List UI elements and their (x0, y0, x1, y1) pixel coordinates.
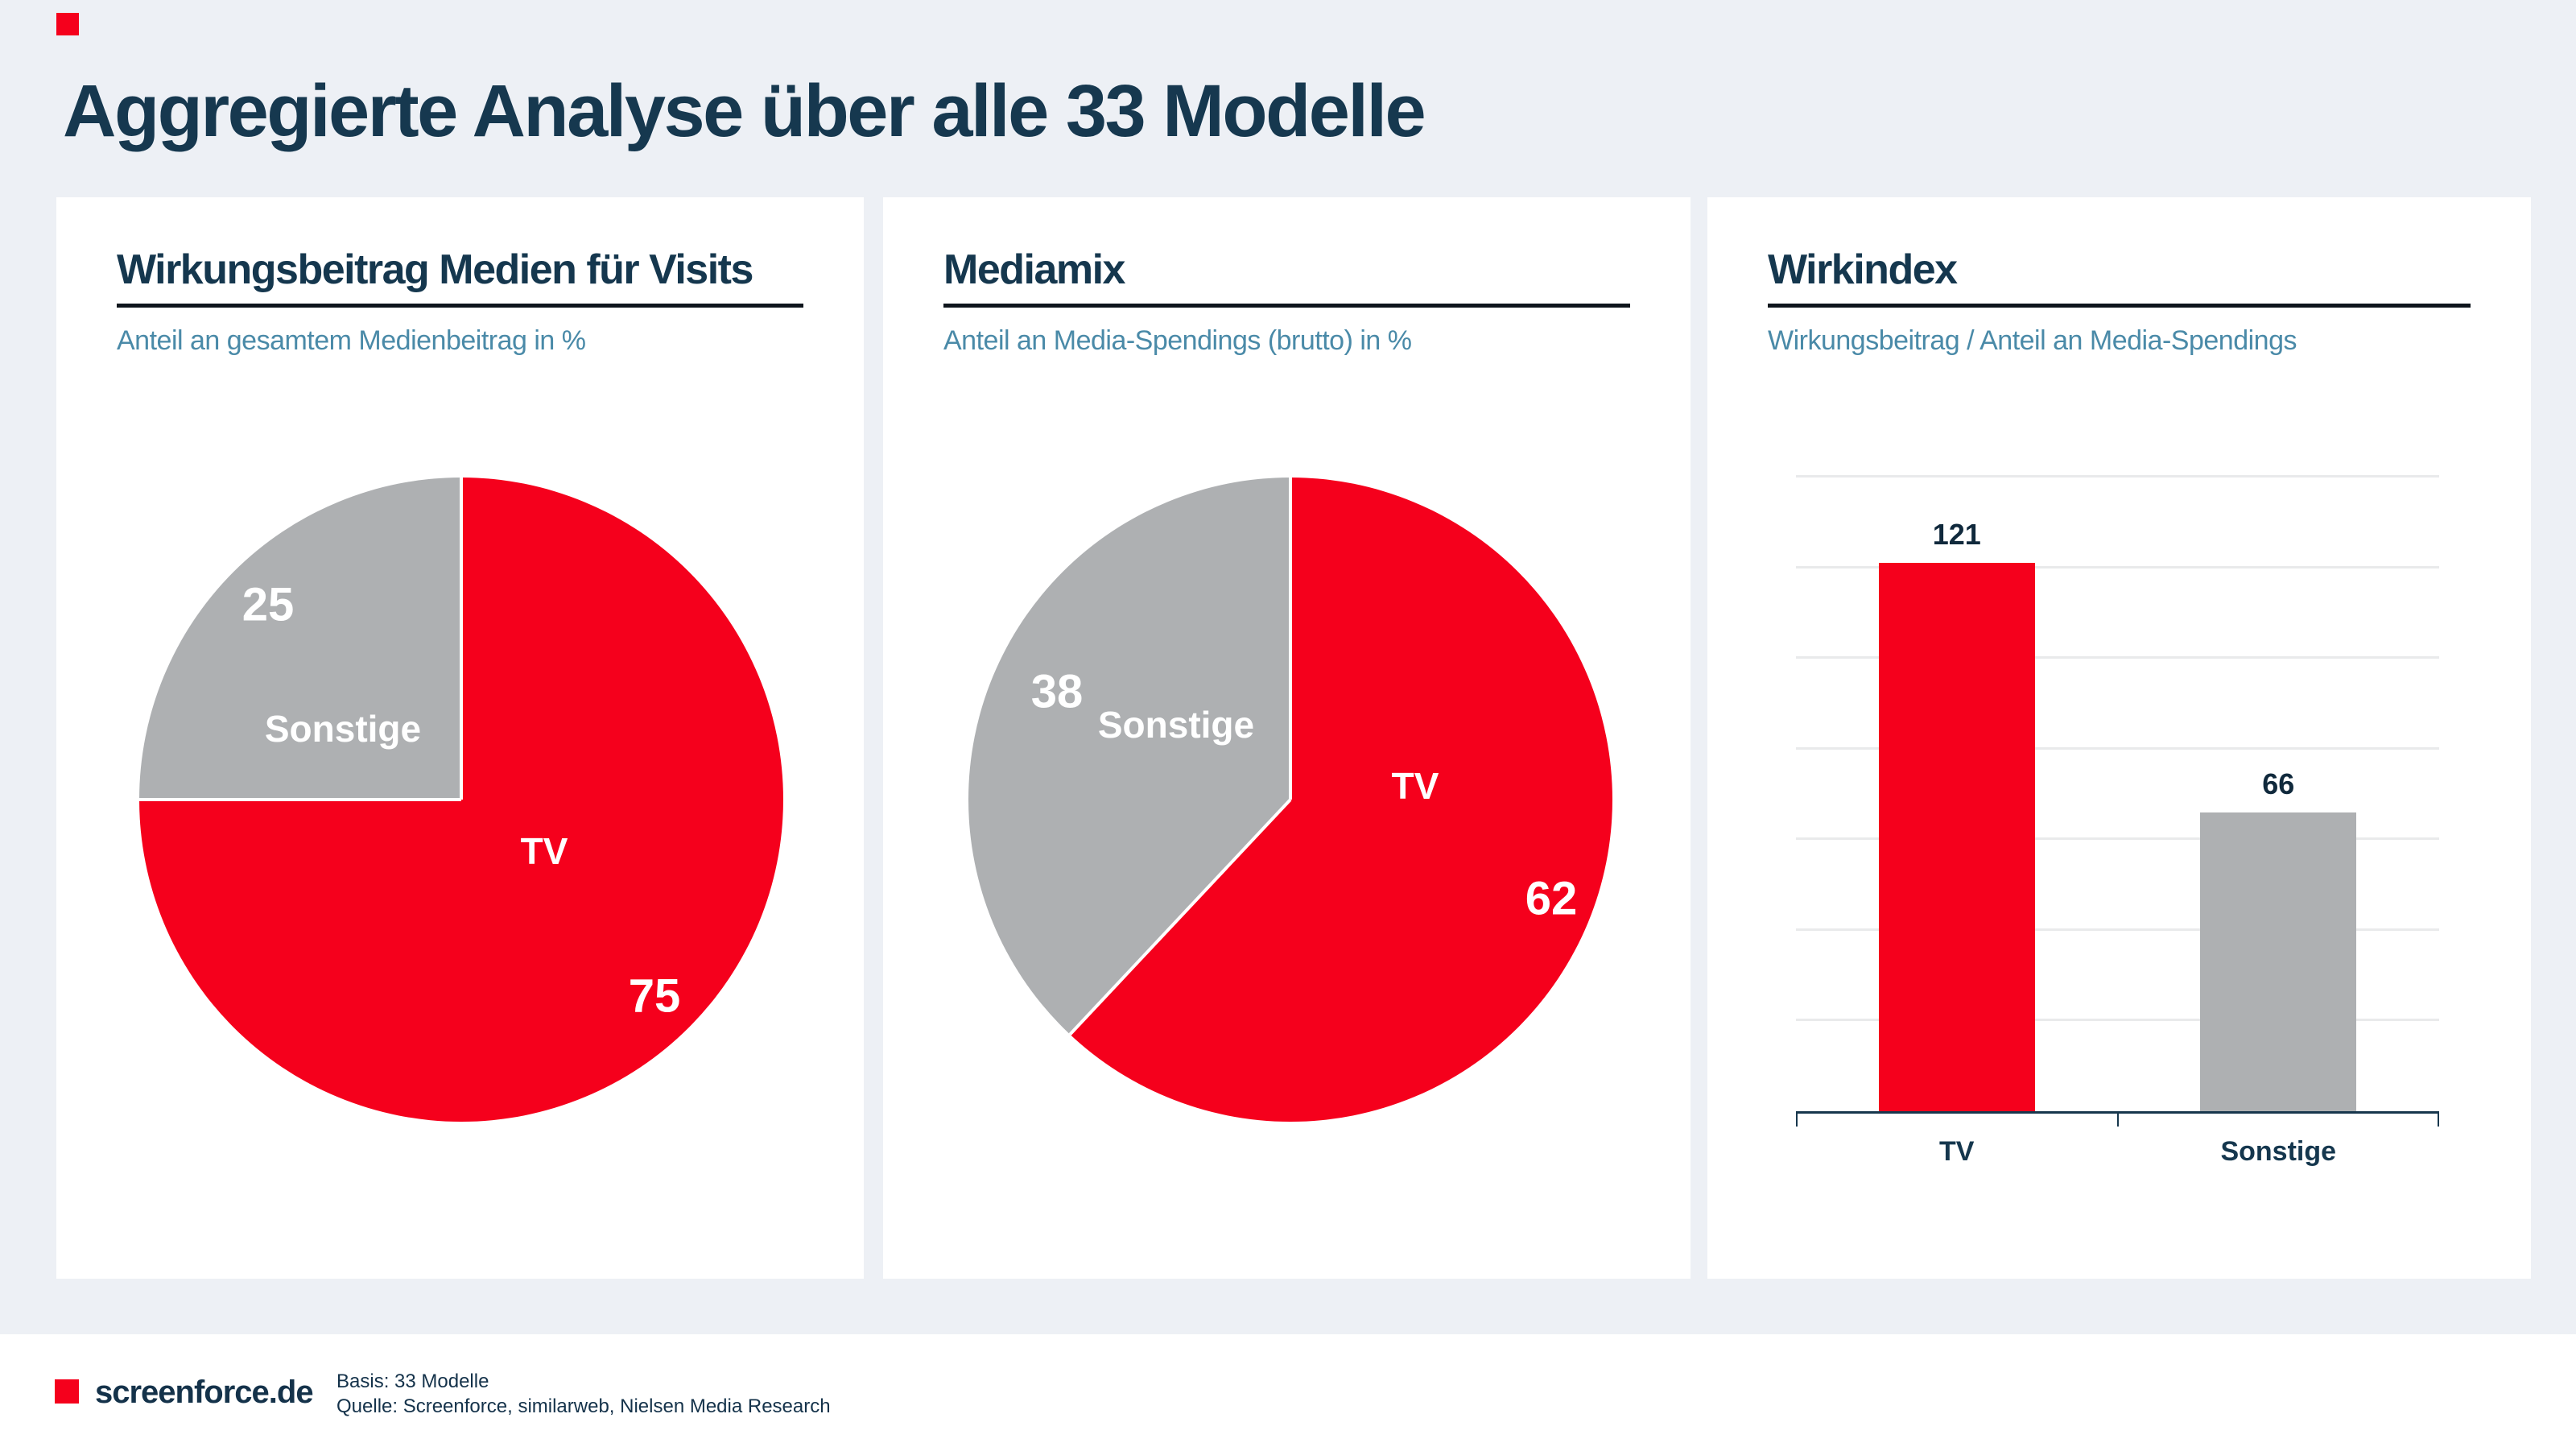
panel-mediamix: Mediamix Anteil an Media-Spendings (brut… (883, 197, 1690, 1279)
screenforce-logo-icon (55, 1379, 79, 1404)
gridline (1796, 475, 2439, 478)
slice-divider-end (1068, 798, 1292, 1036)
panel-wirkindex: Wirkindex Wirkungsbeitrag / Anteil an Me… (1707, 197, 2531, 1279)
gridline (1796, 747, 2439, 750)
slice-label-tv: TV (520, 830, 568, 872)
footer-brand: screenforce.de (95, 1375, 314, 1410)
slice-value-tv: 62 (1525, 872, 1578, 925)
heading-underline (943, 304, 1630, 308)
panel-subtitle: Anteil an gesamtem Medienbeitrag in % (117, 325, 586, 356)
slice-divider-end (139, 798, 461, 801)
bar-cell-sonstige: 66 (2118, 479, 2440, 1111)
panel-heading: Wirkindex (1768, 246, 1958, 293)
footer-quelle: Quelle: Screenforce, similarweb, Nielsen… (336, 1395, 831, 1417)
panel-heading: Mediamix (943, 246, 1125, 293)
slice-value-sonstige: 25 (242, 578, 295, 631)
slice-value-sonstige: 38 (1030, 665, 1084, 718)
bar-tv (1878, 563, 2035, 1111)
footer: screenforce.de Basis: 33 Modelle Quelle:… (0, 1334, 2576, 1447)
pie-chart-wirkungsbeitrag: 25 Sonstige TV 75 (139, 478, 783, 1122)
panel-heading: Wirkungsbeitrag Medien für Visits (117, 246, 753, 293)
slice-divider-start (460, 478, 463, 800)
gridline (1796, 1019, 2439, 1021)
x-label-tv: TV (1939, 1136, 1975, 1167)
gridline (1796, 837, 2439, 840)
bar-sonstige (2200, 812, 2357, 1111)
bar-cell-tv: 121 (1796, 479, 2118, 1111)
slice-label-tv: TV (1391, 765, 1439, 807)
brand-red-square-icon (56, 13, 79, 35)
x-axis-labels: TV Sonstige (1796, 1136, 2439, 1168)
panel-subtitle: Wirkungsbeitrag / Anteil an Media-Spendi… (1768, 325, 2297, 356)
gridline (1796, 928, 2439, 931)
panel-subtitle: Anteil an Media-Spendings (brutto) in % (943, 325, 1412, 356)
panel-wirkungsbeitrag: Wirkungsbeitrag Medien für Visits Anteil… (56, 197, 864, 1279)
slice-label-sonstige: Sonstige (1097, 704, 1255, 746)
page-title: Aggregierte Analyse über alle 33 Modelle (63, 70, 1426, 152)
slice-divider-start (1289, 478, 1292, 800)
bar-plot: 121 66 (1796, 475, 2439, 1127)
gridlines (1796, 475, 2439, 1111)
gridline (1796, 566, 2439, 568)
axis-tick (2438, 1114, 2439, 1127)
axis-tick (1796, 1114, 1798, 1127)
heading-underline (1768, 304, 2471, 308)
heading-underline (117, 304, 803, 308)
slice-value-tv: 75 (628, 969, 681, 1023)
footer-basis: Basis: 33 Modelle (336, 1371, 489, 1392)
x-label-sonstige: Sonstige (2220, 1136, 2337, 1167)
bar-value-sonstige: 66 (2262, 767, 2295, 800)
axis-tick (2116, 1114, 2119, 1127)
bar-cells: 121 66 (1796, 479, 2439, 1111)
slice-label-sonstige: Sonstige (264, 708, 422, 750)
pie-chart-mediamix: 38 Sonstige TV 62 (968, 478, 1612, 1122)
gridline (1796, 656, 2439, 659)
bar-value-tv: 121 (1932, 518, 1981, 551)
footer-source: Basis: 33 Modelle Quelle: Screenforce, s… (336, 1369, 831, 1419)
